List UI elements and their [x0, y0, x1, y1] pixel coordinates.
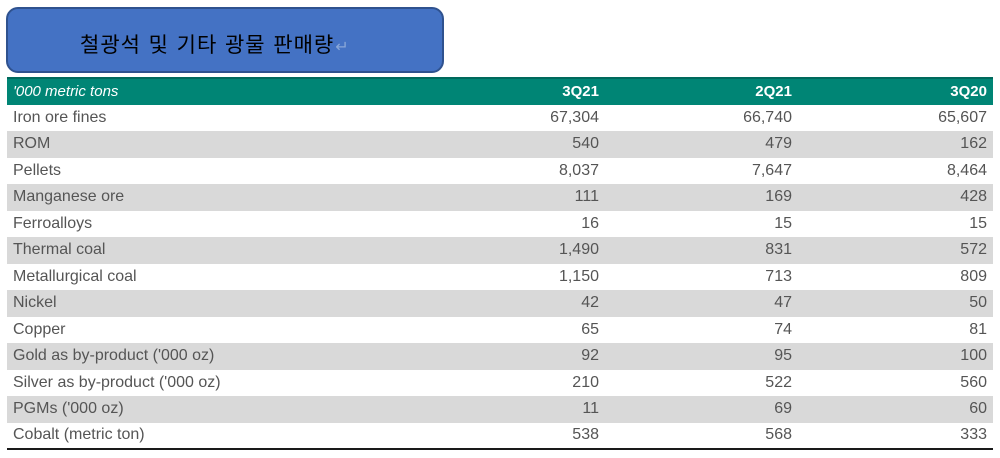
row-label: Pellets [13, 161, 62, 179]
cell-2q21: 831 [765, 241, 792, 259]
table-row: Gold as by-product ('000 oz) 92 95 100 [7, 343, 993, 370]
cell-3q20: 162 [960, 135, 987, 153]
cell-3q21: 42 [581, 294, 599, 312]
table-row: Iron ore fines 67,304 66,740 65,607 [7, 104, 993, 131]
cell-3q20: 81 [969, 320, 987, 338]
table-header-row: '000 metric tons 3Q21 2Q21 3Q20 [7, 77, 993, 105]
table-row: Metallurgical coal 1,150 713 809 [7, 263, 993, 290]
table-row: Thermal coal 1,490 831 572 [7, 237, 993, 264]
table-row: Pellets 8,037 7,647 8,464 [7, 157, 993, 184]
cell-2q21: 74 [774, 320, 792, 338]
table-row: Nickel 42 47 50 [7, 290, 993, 317]
cell-2q21: 568 [605, 422, 798, 450]
row-label: Nickel [13, 294, 57, 312]
table-row: Silver as by-product ('000 oz) 210 522 5… [7, 369, 993, 396]
cell-3q20: 50 [969, 294, 987, 312]
title-text: 철광석 및 기타 광물 판매량 [80, 33, 335, 57]
cell-2q21: 15 [774, 214, 792, 232]
row-label: ROM [13, 135, 51, 153]
row-label: Thermal coal [13, 241, 106, 259]
cell-3q21: 1,150 [558, 267, 599, 285]
cell-3q20: 65,607 [938, 108, 987, 126]
cell-2q21: 69 [774, 400, 792, 418]
cell-3q21: 1,490 [558, 241, 599, 259]
table-row: Cobalt (metric ton) 538 568 333 [7, 422, 993, 450]
cell-3q21: 210 [572, 373, 599, 391]
row-label: Iron ore fines [13, 108, 107, 126]
cell-3q21: 8,037 [558, 161, 599, 179]
paragraph-mark-icon: ↵ [335, 37, 350, 56]
title-box: 철광석 및 기타 광물 판매량↵ [6, 7, 444, 73]
cell-2q21: 7,647 [751, 161, 792, 179]
column-header: 2Q21 [605, 77, 798, 105]
column-header: 3Q20 [798, 77, 993, 105]
cell-3q20: 60 [969, 400, 987, 418]
cell-2q21: 66,740 [743, 108, 792, 126]
cell-2q21: 522 [765, 373, 792, 391]
cell-2q21: 479 [765, 135, 792, 153]
cell-3q21: 540 [572, 135, 599, 153]
row-label: Cobalt (metric ton) [7, 422, 425, 450]
title-heading: 철광석 및 기타 광물 판매량↵ [80, 29, 350, 59]
table-row: Copper 65 74 81 [7, 316, 993, 343]
unit-label: '000 metric tons [7, 77, 425, 105]
cell-2q21: 95 [774, 347, 792, 365]
cell-3q21: 67,304 [550, 108, 599, 126]
column-header: 3Q21 [425, 77, 605, 105]
cell-3q20: 809 [960, 267, 987, 285]
cell-2q21: 47 [774, 294, 792, 312]
cell-2q21: 169 [765, 188, 792, 206]
cell-3q21: 92 [581, 347, 599, 365]
cell-3q20: 15 [969, 214, 987, 232]
table-row: Manganese ore 111 169 428 [7, 184, 993, 211]
cell-3q21: 538 [425, 422, 605, 450]
cell-3q20: 8,464 [946, 161, 987, 179]
row-label: Gold as by-product ('000 oz) [13, 347, 215, 365]
cell-3q21: 16 [581, 214, 599, 232]
cell-3q20: 560 [960, 373, 987, 391]
cell-2q21: 713 [765, 267, 792, 285]
row-label: Manganese ore [13, 188, 125, 206]
cell-3q20: 100 [960, 347, 987, 365]
row-label: Ferroalloys [13, 214, 93, 232]
cell-3q20: 572 [960, 241, 987, 259]
cell-3q20: 428 [960, 188, 987, 206]
row-label: Metallurgical coal [13, 267, 137, 285]
cell-3q21: 111 [574, 188, 599, 206]
sales-volume-table: '000 metric tons 3Q21 2Q21 3Q20 Iron ore… [7, 77, 993, 450]
row-label: Copper [13, 320, 66, 338]
row-label: PGMs ('000 oz) [13, 400, 124, 418]
table-row: PGMs ('000 oz) 11 69 60 [7, 396, 993, 423]
table-row: Ferroalloys 16 15 15 [7, 210, 993, 237]
table-row: ROM 540 479 162 [7, 131, 993, 158]
cell-3q21: 11 [582, 400, 599, 418]
cell-3q20: 333 [798, 422, 993, 450]
row-label: Silver as by-product ('000 oz) [13, 373, 221, 391]
cell-3q21: 65 [581, 320, 599, 338]
